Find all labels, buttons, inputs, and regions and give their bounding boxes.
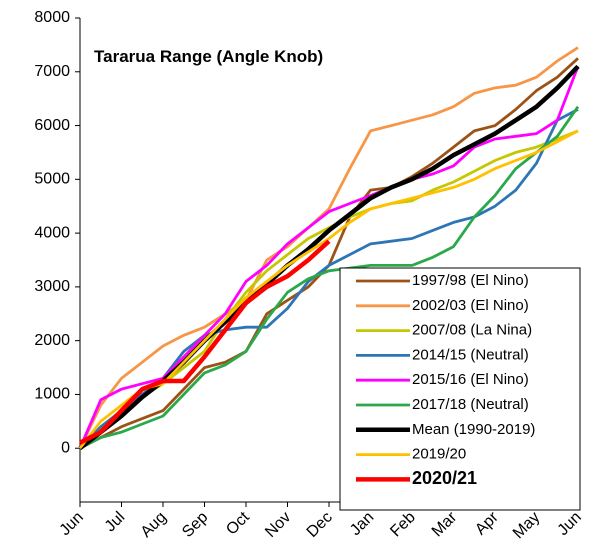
x-tick-label: Apr	[472, 508, 502, 538]
legend-label: 2014/15 (Neutral)	[412, 346, 529, 363]
x-tick-label: Mar	[429, 508, 461, 540]
legend-label: 2017/18 (Neutral)	[412, 396, 529, 413]
legend-label: 1997/98 (El Nino)	[412, 272, 529, 289]
x-tick-label: Nov	[262, 509, 294, 541]
x-tick-label: Sep	[179, 509, 211, 541]
x-tick-label: Dec	[304, 509, 336, 541]
y-tick-label: 5000	[34, 171, 70, 188]
legend: 1997/98 (El Nino) 2002/03 (El Nino) 2007/0…	[356, 272, 535, 488]
series-line	[78, 239, 331, 445]
legend-label: 2015/16 (El Nino)	[412, 371, 529, 388]
x-tick-label: May	[510, 509, 543, 542]
chart-title: Tararua Range (Angle Knob)	[94, 47, 323, 66]
x-tick-label: Jun	[555, 509, 585, 539]
x-tick-label: Aug	[138, 509, 170, 541]
x-tick-label: Jan	[347, 509, 377, 539]
x-tick-label: Jul	[102, 509, 128, 535]
lines-layer	[78, 46, 580, 450]
legend-label: 2019/20	[412, 446, 466, 463]
y-tick-label: 4000	[34, 224, 70, 241]
legend-label: 2020/21	[412, 468, 477, 488]
x-tick-label: Jun	[57, 509, 87, 539]
y-tick-label: 3000	[34, 278, 70, 295]
x-tick-label: Feb	[387, 509, 419, 541]
y-tick-label: 7000	[34, 63, 70, 80]
y-tick-label: 1000	[34, 386, 70, 403]
y-tick-label: 0	[61, 439, 70, 456]
y-tick-label: 8000	[34, 9, 70, 26]
series-line	[79, 105, 580, 450]
legend-label: Mean (1990-2019)	[412, 421, 535, 438]
series-line	[78, 46, 579, 449]
legend-label: 2007/08 (La Nina)	[412, 322, 532, 339]
legend-label: 2002/03 (El Nino)	[412, 297, 529, 314]
y-tick-label: 6000	[34, 117, 70, 134]
y-tick-label: 2000	[34, 332, 70, 349]
series-line	[78, 129, 579, 450]
legend-box	[339, 267, 581, 511]
x-tick-label: Oct	[223, 508, 253, 538]
